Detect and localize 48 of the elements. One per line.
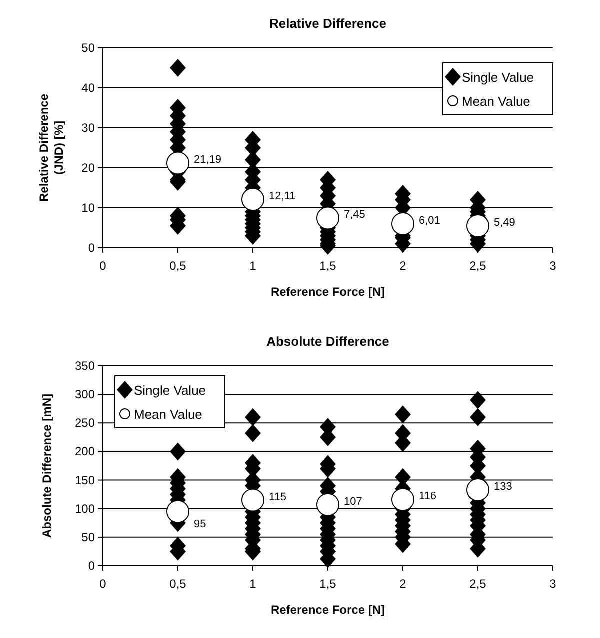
data-label: 115 <box>269 491 287 504</box>
y-tick-label: 200 <box>74 444 96 459</box>
x-tick-label: 0 <box>100 259 107 273</box>
x-tick-label: 3 <box>550 577 557 591</box>
chart-title: Absolute Difference <box>266 334 390 349</box>
x-tick-label: 2,5 <box>470 259 487 273</box>
y-tick-label: 20 <box>82 161 96 175</box>
x-tick-label: 2,5 <box>470 577 487 591</box>
data-label: 95 <box>194 518 206 531</box>
y-tick-label: 40 <box>82 81 96 95</box>
chart-title: Relative Difference <box>269 16 387 31</box>
y-tick-label: 300 <box>74 388 96 402</box>
x-tick-label: 2 <box>400 259 407 273</box>
x-axis-title: Reference Force [N] <box>270 603 386 617</box>
y-tick-label: 150 <box>74 473 96 488</box>
legend-label: Mean Value <box>462 94 530 109</box>
y-tick-label: 50 <box>82 530 96 544</box>
y-axis-title: Relative Difference (JND) [%] <box>37 94 66 202</box>
data-label: 133 <box>494 481 512 493</box>
x-tick-label: 1,5 <box>320 577 337 591</box>
y-tick-label: 350 <box>74 359 96 373</box>
data-label: 5,49 <box>494 217 516 230</box>
x-tick-label: 0 <box>100 577 107 591</box>
x-tick-label: 1 <box>250 577 257 591</box>
data-label: 7,45 <box>344 209 366 222</box>
x-tick-label: 0,5 <box>170 577 187 591</box>
data-label: 107 <box>344 496 362 508</box>
data-label: 12,11 <box>269 190 296 203</box>
data-label: 6,01 <box>419 214 440 227</box>
y-tick-label: 250 <box>74 416 96 430</box>
x-tick-label: 0,5 <box>170 259 187 273</box>
data-label: 21,19 <box>194 154 222 166</box>
y-tick-label: 50 <box>82 41 96 55</box>
legend-label: Single Value <box>134 383 206 398</box>
y-tick-label: 30 <box>82 121 96 135</box>
x-axis-title: Reference Force [N] <box>270 285 386 299</box>
y-axis-title: Absolute Difference [mN] <box>40 394 54 538</box>
y-tick-label: 0 <box>88 241 96 255</box>
legend-label: Mean Value <box>134 407 202 422</box>
x-tick-label: 1,5 <box>320 259 337 273</box>
data-label: 116 <box>419 490 437 503</box>
x-tick-label: 3 <box>550 259 557 273</box>
x-tick-label: 1 <box>250 259 257 273</box>
x-tick-label: 2 <box>400 577 407 591</box>
legend-label: Single Value <box>462 70 534 85</box>
y-tick-label: 10 <box>82 201 96 215</box>
y-tick-label: 100 <box>74 502 96 516</box>
y-tick-label: 0 <box>88 559 96 573</box>
